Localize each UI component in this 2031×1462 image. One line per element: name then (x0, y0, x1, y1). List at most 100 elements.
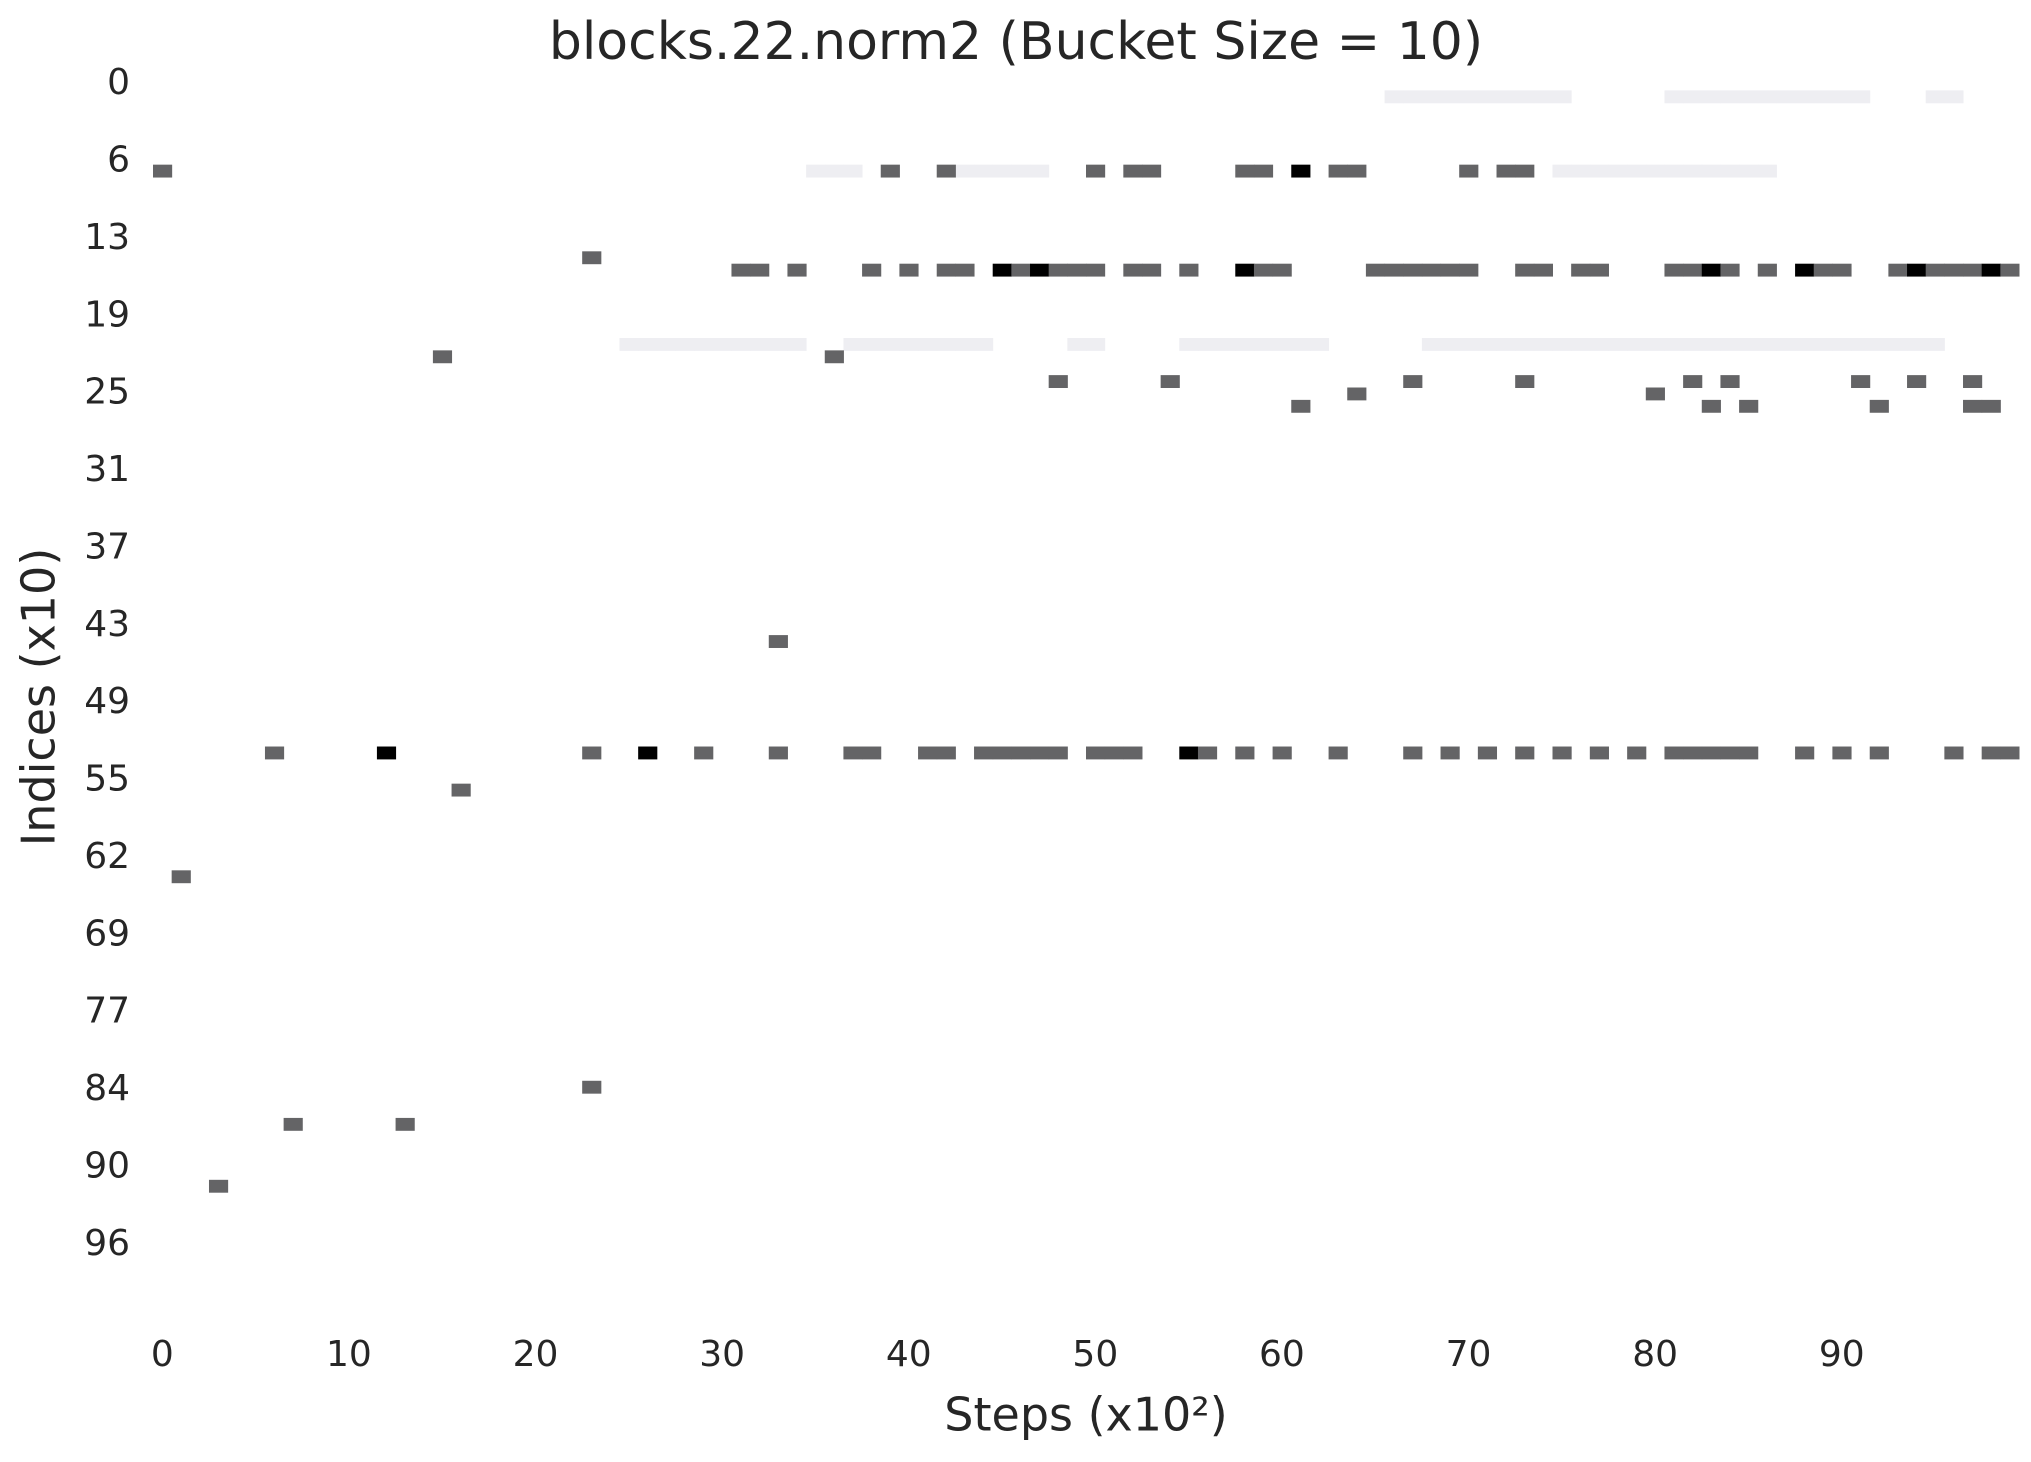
heatmap-cell (880, 337, 900, 351)
heatmap-cell (1888, 337, 1908, 351)
heatmap-cell (1067, 337, 1087, 351)
heatmap-cell (731, 337, 751, 351)
heatmap-cell (1011, 164, 1031, 178)
heatmap-cell (1347, 387, 1367, 401)
heatmap-cell (582, 1080, 602, 1094)
heatmap-cell (2000, 263, 2020, 277)
heatmap-cell (1179, 746, 1199, 760)
heatmap-cell (1608, 337, 1628, 351)
heatmap-cell (1645, 337, 1665, 351)
heatmap-cell (1496, 90, 1516, 104)
heatmap-cell (1720, 337, 1740, 351)
heatmap-cell (638, 337, 658, 351)
heatmap-cell (1459, 337, 1479, 351)
heatmap-cell (1757, 164, 1777, 178)
heatmap-cell (1683, 375, 1703, 388)
heatmap-cell (768, 635, 788, 648)
heatmap-cell (451, 783, 471, 797)
heatmap-cell (1645, 164, 1665, 178)
heatmap-cell (1739, 337, 1759, 351)
heatmap-cell (1739, 399, 1759, 413)
heatmap-cell (1459, 263, 1479, 277)
heatmap-cell (1496, 164, 1516, 178)
heatmap-cell (1328, 164, 1348, 178)
heatmap-cell (1683, 164, 1703, 178)
heatmap-cell (1627, 337, 1647, 351)
heatmap-cell (1197, 746, 1218, 760)
heatmap-cell (1571, 164, 1591, 178)
heatmap-cell (264, 746, 285, 760)
heatmap-cell (1552, 90, 1572, 104)
y-tick-label: 19 (84, 294, 130, 335)
heatmap-cell (376, 746, 397, 760)
heatmap-cell (1683, 90, 1703, 104)
heatmap-cell (1179, 337, 1199, 351)
heatmap-cell (1216, 337, 1236, 351)
heatmap-cell (1365, 263, 1386, 277)
heatmap-cell (1757, 337, 1777, 351)
heatmap-cell (1869, 337, 1889, 351)
heatmap-cell (806, 164, 826, 178)
heatmap-cell (824, 350, 844, 364)
heatmap-cell (1347, 164, 1367, 178)
heatmap-cell (1086, 164, 1106, 178)
heatmap-cell (208, 1179, 229, 1193)
heatmap-cell (1123, 746, 1143, 760)
heatmap-cell (1851, 375, 1871, 388)
heatmap-cell (731, 263, 751, 277)
heatmap-cell (1795, 90, 1815, 104)
x-tick-label: 10 (326, 1334, 372, 1375)
heatmap-cell (992, 263, 1012, 277)
heatmap-cell (1515, 746, 1535, 760)
heatmap-cell (843, 337, 863, 351)
heatmap-cell (1533, 90, 1553, 104)
heatmap-cell (1030, 164, 1050, 178)
heatmap-cell (1683, 746, 1703, 760)
heatmap-cell (1739, 90, 1759, 104)
heatmap-cell (1981, 399, 2001, 413)
heatmap-cell (1776, 90, 1796, 104)
y-tick-label: 96 (84, 1223, 130, 1264)
heatmap-cell (936, 164, 956, 178)
y-tick-label: 77 (84, 991, 130, 1032)
heatmap-cell (1683, 263, 1703, 277)
heatmap-cell (1720, 375, 1740, 388)
heatmap-cell (1701, 337, 1721, 351)
heatmap-cell (2000, 746, 2020, 760)
heatmap-cell (1477, 746, 1498, 760)
x-tick-label: 70 (1446, 1334, 1492, 1375)
heatmap-cell (1925, 337, 1945, 351)
heatmap-cell (1197, 337, 1218, 351)
x-tick-label: 40 (886, 1334, 932, 1375)
y-tick-label: 31 (84, 449, 130, 490)
heatmap-cell (974, 746, 994, 760)
heatmap-cell (1869, 746, 1889, 760)
heatmap-cell (1907, 337, 1927, 351)
heatmap-cell (1851, 90, 1871, 104)
heatmap-cell (1645, 387, 1665, 401)
heatmap-cell (992, 746, 1012, 760)
heatmap-cell (1384, 263, 1404, 277)
y-tick-label: 90 (84, 1145, 130, 1186)
heatmap-cell (1813, 337, 1833, 351)
heatmap-cell (862, 263, 882, 277)
heatmap-cell (787, 263, 807, 277)
x-tick-label: 50 (1072, 1334, 1118, 1375)
heatmap-cell (1421, 337, 1442, 351)
chart-title: blocks.22.norm2 (Bucket Size = 10) (549, 12, 1483, 72)
heatmap-cell (992, 164, 1012, 178)
heatmap-cell (1664, 263, 1684, 277)
heatmap-cell (1235, 337, 1255, 351)
heatmap-cell (1309, 337, 1330, 351)
heatmap-cell (1981, 263, 2001, 277)
heatmap-cell (1701, 164, 1721, 178)
heatmap-cell (1440, 90, 1460, 104)
heatmap-cell (1701, 263, 1721, 277)
y-tick-label: 13 (84, 217, 130, 258)
heatmap-cell (638, 746, 658, 760)
y-tick-label: 49 (84, 681, 130, 722)
heatmap-cell (1701, 90, 1721, 104)
heatmap-cell (1440, 263, 1460, 277)
heatmap-cell (1552, 337, 1572, 351)
heatmap-cell (1048, 746, 1068, 760)
